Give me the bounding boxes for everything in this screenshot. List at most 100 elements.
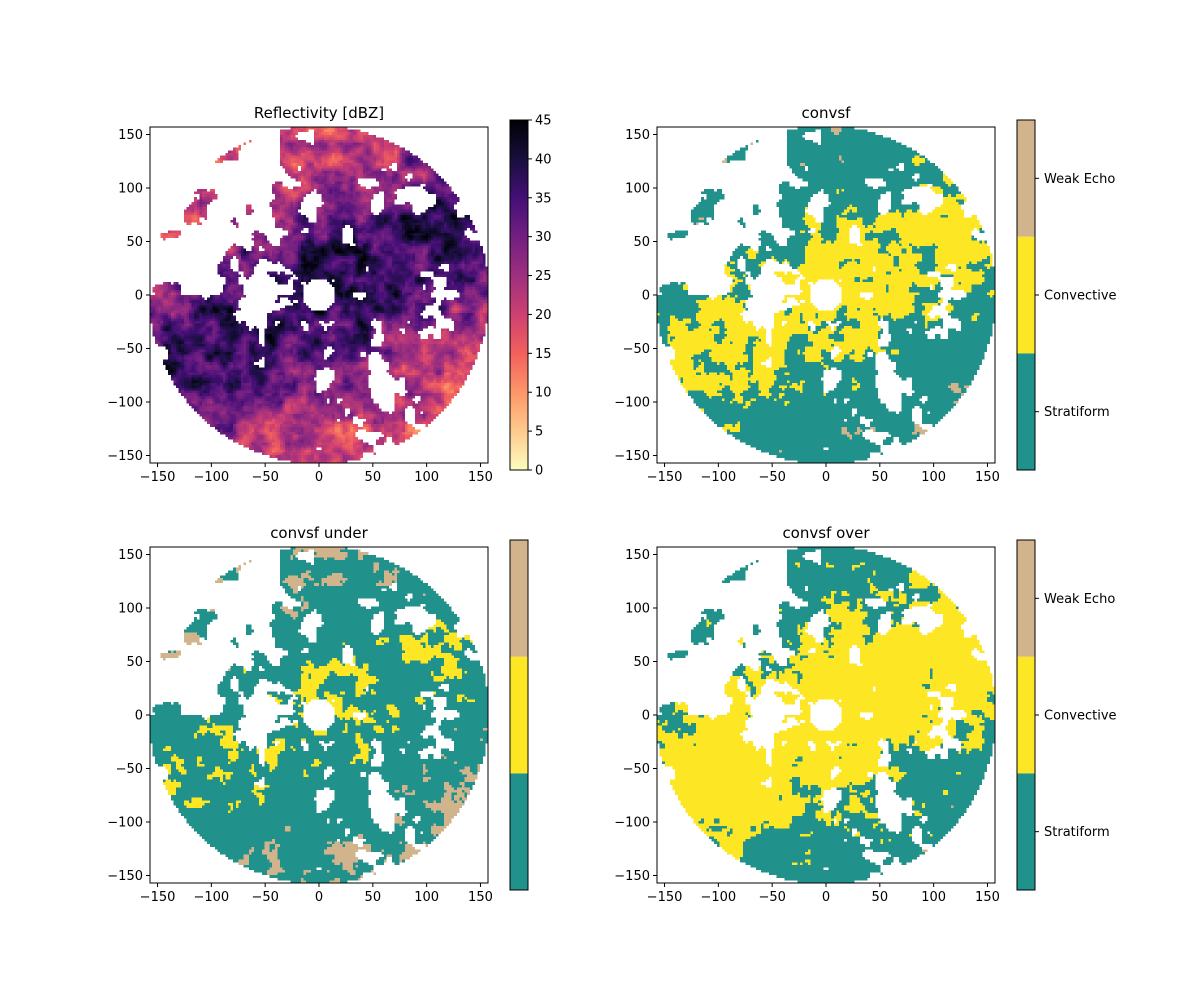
colorbar-tick-label: 20 xyxy=(535,308,552,323)
chart-title: convsf over xyxy=(782,524,870,542)
colorbar xyxy=(509,539,529,891)
colorbar: Stratiform Convective Weak Echo xyxy=(1016,539,1117,891)
x-tick-label: −150 xyxy=(647,470,683,485)
colorbar-segment xyxy=(1017,236,1035,354)
colorbar-frame xyxy=(1016,119,1036,471)
colorbar-tick-label: Stratiform xyxy=(1044,405,1110,420)
colorbar-segment xyxy=(1017,120,1035,237)
x-tick-label: 0 xyxy=(822,470,830,485)
y-tick-label: 150 xyxy=(118,128,143,143)
chart-panel-2: convsf −150 −100 −50 0 50 100 150 −150 −100 −50 0 50… xyxy=(614,104,1116,485)
y-tick-label: 50 xyxy=(126,235,143,250)
colorbar-gradient xyxy=(510,120,528,470)
x-tick-label: −150 xyxy=(647,890,683,905)
x-tick-label: 50 xyxy=(365,890,382,905)
x-tick-label: 100 xyxy=(414,470,439,485)
field-raster xyxy=(150,127,488,463)
x-tick-label: 100 xyxy=(921,890,946,905)
x-tick-label: −100 xyxy=(193,470,229,485)
colorbar-tick-label: Convective xyxy=(1044,709,1117,724)
colorbar-tick-label: 35 xyxy=(535,191,552,206)
colorbar: Stratiform Convective Weak Echo xyxy=(1016,119,1117,471)
field-raster xyxy=(150,547,488,883)
y-tick-label: −150 xyxy=(614,449,650,464)
x-tick-label: 50 xyxy=(872,890,889,905)
y-tick-label: 100 xyxy=(625,601,650,616)
x-tick-label: 50 xyxy=(872,470,889,485)
colorbar-tick-label: 15 xyxy=(535,347,552,362)
y-tick-label: 0 xyxy=(642,289,650,304)
x-tick-label: 150 xyxy=(975,890,1000,905)
colorbar-segment xyxy=(1017,773,1035,890)
x-tick-label: 0 xyxy=(315,470,323,485)
y-tick-label: 150 xyxy=(625,128,650,143)
colorbar-tick-label: Weak Echo xyxy=(1044,172,1115,187)
colorbar-tick-label: 0 xyxy=(535,464,543,479)
y-tick-label: 100 xyxy=(118,601,143,616)
y-tick-label: 150 xyxy=(625,548,650,563)
colorbar: 0 5 10 15 20 25 30 35 40 45 xyxy=(509,114,552,479)
x-tick-label: −100 xyxy=(700,470,736,485)
colorbar-segment xyxy=(1017,540,1035,657)
colorbar-tick-label: 30 xyxy=(535,230,552,245)
x-tick-label: 150 xyxy=(468,890,493,905)
y-tick-label: 150 xyxy=(118,548,143,563)
colorbar-tick-label: 5 xyxy=(535,425,543,440)
colorbar-frame xyxy=(509,119,529,471)
y-tick-label: −100 xyxy=(107,816,143,831)
colorbar-frame xyxy=(509,539,529,891)
colorbar-tick-label: 45 xyxy=(535,114,552,129)
x-tick-label: −50 xyxy=(758,890,785,905)
y-tick-label: 0 xyxy=(642,709,650,724)
chart-panel-4: convsf over −150 −100 −50 0 50 100 150 −150 −100 −… xyxy=(614,524,1116,905)
colorbar-tick-label: Stratiform xyxy=(1044,825,1110,840)
y-tick-label: −100 xyxy=(614,396,650,411)
field-raster xyxy=(657,547,995,883)
chart-title: Reflectivity [dBZ] xyxy=(254,104,384,122)
colorbar-segment xyxy=(510,773,528,890)
x-tick-label: −50 xyxy=(251,890,278,905)
y-tick-label: 100 xyxy=(118,181,143,196)
field-raster xyxy=(657,127,995,463)
colorbar-segment xyxy=(510,656,528,774)
x-tick-label: 50 xyxy=(365,470,382,485)
y-tick-label: 0 xyxy=(135,709,143,724)
colorbar-segment xyxy=(1017,353,1035,470)
x-tick-label: 100 xyxy=(921,470,946,485)
y-tick-label: −50 xyxy=(116,762,143,777)
x-tick-label: −50 xyxy=(251,470,278,485)
y-tick-label: −150 xyxy=(107,449,143,464)
x-tick-label: −150 xyxy=(140,470,176,485)
colorbar-tick-label: Weak Echo xyxy=(1044,592,1115,607)
x-tick-label: −100 xyxy=(193,890,229,905)
x-tick-label: 0 xyxy=(315,890,323,905)
y-tick-label: −50 xyxy=(623,762,650,777)
y-tick-label: −50 xyxy=(116,342,143,357)
chart-title: convsf xyxy=(802,104,852,122)
y-tick-label: 0 xyxy=(135,289,143,304)
colorbar-segment xyxy=(510,540,528,657)
y-tick-label: −150 xyxy=(107,869,143,884)
colorbar-frame xyxy=(1016,539,1036,891)
y-tick-label: 50 xyxy=(126,655,143,670)
y-tick-label: −100 xyxy=(107,396,143,411)
x-tick-label: 150 xyxy=(975,470,1000,485)
y-tick-label: 50 xyxy=(633,655,650,670)
y-tick-label: −100 xyxy=(614,816,650,831)
y-tick-label: −150 xyxy=(614,869,650,884)
colorbar-tick-label: 25 xyxy=(535,269,552,284)
colorbar-segment xyxy=(1017,656,1035,774)
x-tick-label: −100 xyxy=(700,890,736,905)
x-tick-label: −50 xyxy=(758,470,785,485)
y-tick-label: 100 xyxy=(625,181,650,196)
y-tick-label: 50 xyxy=(633,235,650,250)
x-tick-label: 150 xyxy=(468,470,493,485)
colorbar-tick-label: Convective xyxy=(1044,289,1117,304)
x-tick-label: 100 xyxy=(414,890,439,905)
chart-title: convsf under xyxy=(270,524,368,542)
colorbar-tick-label: 40 xyxy=(535,152,552,167)
x-tick-label: 0 xyxy=(822,890,830,905)
y-tick-label: −50 xyxy=(623,342,650,357)
colorbar-tick-label: 10 xyxy=(535,386,552,401)
